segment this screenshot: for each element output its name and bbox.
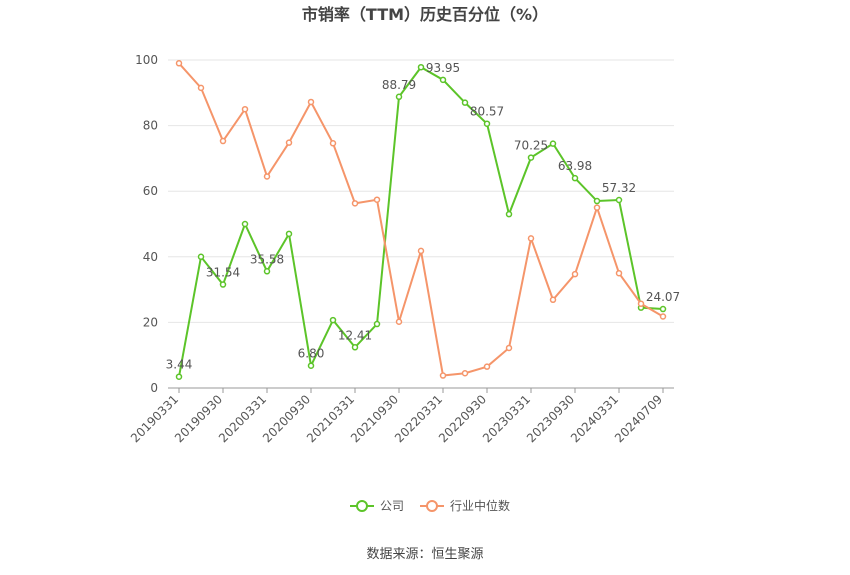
point <box>219 281 227 288</box>
point <box>175 373 183 380</box>
data-label: 24.07 <box>646 290 680 304</box>
y-tick-label: 60 <box>143 184 158 198</box>
source: 数据来源：恒生聚源 <box>366 547 483 562</box>
point <box>527 154 535 161</box>
data-label: 35.58 <box>250 252 284 266</box>
point <box>351 200 359 207</box>
point <box>417 63 425 71</box>
data-label: 12.41 <box>338 328 372 342</box>
point <box>395 93 403 101</box>
point <box>197 253 205 261</box>
point <box>483 120 491 127</box>
point <box>307 98 315 106</box>
point <box>351 344 359 351</box>
x-tick-label: 20240709 <box>612 392 665 445</box>
point <box>461 99 469 106</box>
point <box>549 140 557 147</box>
legend-marker <box>426 500 438 512</box>
point <box>659 305 667 313</box>
point <box>571 174 579 182</box>
point <box>241 220 249 228</box>
data-label: 70.25 <box>514 139 548 153</box>
y-tick-label: 20 <box>143 315 158 329</box>
point <box>219 137 227 145</box>
legend-marker <box>356 500 368 512</box>
data-label: 80.57 <box>470 105 504 119</box>
data-label: 93.95 <box>426 61 460 75</box>
point <box>505 344 513 352</box>
point <box>175 60 183 67</box>
point <box>329 316 337 324</box>
point <box>593 204 601 211</box>
point <box>549 296 557 304</box>
legend-label: 公司 <box>380 499 404 513</box>
point <box>505 210 513 218</box>
point <box>285 139 293 146</box>
data-label: 57.32 <box>602 181 636 195</box>
point <box>527 235 535 242</box>
y-tick-label: 40 <box>143 250 158 264</box>
data-label: 88.79 <box>382 78 416 92</box>
data-label: 3.44 <box>166 358 193 372</box>
point <box>373 320 381 328</box>
point <box>263 268 271 275</box>
point <box>659 313 667 320</box>
point <box>615 196 623 204</box>
point <box>263 173 271 180</box>
data-label: 63.98 <box>558 159 592 173</box>
point <box>637 300 645 307</box>
series-line <box>178 65 664 377</box>
point <box>439 76 447 84</box>
point <box>615 269 623 277</box>
point <box>417 247 425 255</box>
point <box>439 372 447 379</box>
point <box>571 270 579 278</box>
data-label: 31.54 <box>206 266 240 280</box>
point <box>329 140 337 147</box>
y-tick-label: 80 <box>143 119 158 133</box>
point <box>307 362 315 369</box>
data-label: 6.80 <box>298 347 325 361</box>
point <box>395 318 403 325</box>
series-line <box>178 62 664 377</box>
point <box>373 196 381 203</box>
point <box>461 369 469 377</box>
point <box>285 230 293 238</box>
point <box>197 84 205 92</box>
point <box>241 105 249 113</box>
point <box>483 363 491 370</box>
chart-title: 市销率（TTM）历史百分位（%） <box>302 5 548 24</box>
legend-label: 行业中位数 <box>450 498 510 513</box>
y-tick-label: 0 <box>150 381 158 395</box>
y-tick-label: 100 <box>135 53 158 67</box>
point <box>593 197 601 205</box>
